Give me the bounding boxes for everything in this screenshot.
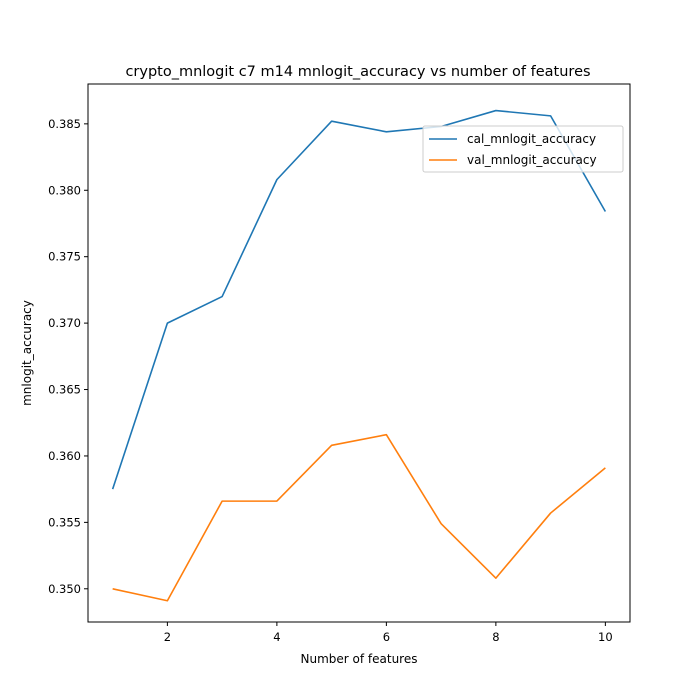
y-tick-label: 0.370 bbox=[48, 316, 81, 330]
legend: cal_mnlogit_accuracy val_mnlogit_accuracy bbox=[422, 125, 624, 173]
series-line-val-mnlogit-accuracy bbox=[112, 433, 606, 602]
x-tick-label: 4 bbox=[273, 630, 280, 644]
y-axis-label: mnlogit_accuracy bbox=[20, 300, 34, 406]
y-tick-label: 0.360 bbox=[48, 449, 81, 463]
x-axis-label: Number of features bbox=[301, 652, 418, 666]
plot-frame bbox=[87, 83, 631, 623]
legend-label: val_mnlogit_accuracy bbox=[467, 153, 597, 167]
legend-label: cal_mnlogit_accuracy bbox=[467, 132, 596, 146]
y-tick-label: 0.385 bbox=[48, 117, 81, 131]
x-tick-label: 6 bbox=[383, 630, 390, 644]
y-tick-label: 0.380 bbox=[48, 183, 81, 197]
y-tick-label: 0.350 bbox=[48, 582, 81, 596]
y-tick-label: 0.375 bbox=[48, 250, 81, 264]
x-tick-label: 8 bbox=[492, 630, 499, 644]
x-tick-label: 10 bbox=[598, 630, 613, 644]
x-tick-label: 2 bbox=[164, 630, 171, 644]
y-axis: 0.350 0.355 0.360 0.365 0.370 0.375 0.380 0.385 bbox=[48, 117, 88, 596]
chart-title: crypto_mnlogit c7 m14 mnlogit_accuracy v… bbox=[125, 64, 590, 80]
y-tick-label: 0.355 bbox=[48, 515, 81, 529]
x-axis: 2 4 6 8 10 bbox=[164, 622, 613, 644]
series-line-cal-mnlogit-accuracy bbox=[111, 109, 607, 490]
series-layer bbox=[111, 109, 607, 602]
legend-box bbox=[422, 125, 624, 173]
y-tick-label: 0.365 bbox=[48, 383, 81, 397]
